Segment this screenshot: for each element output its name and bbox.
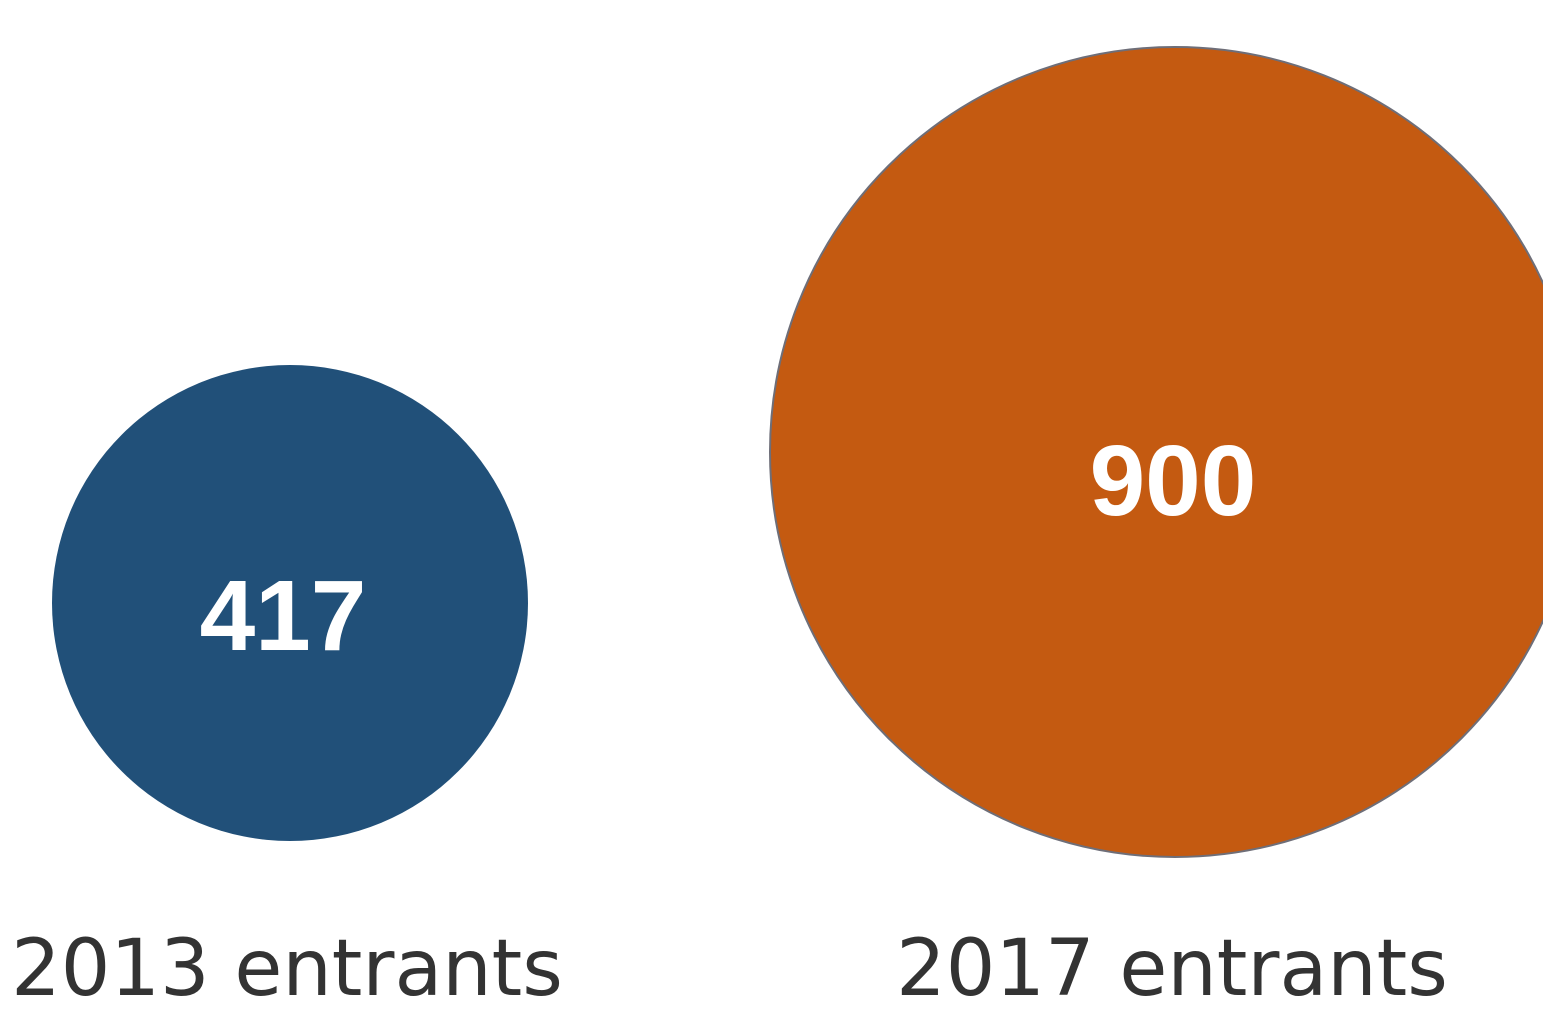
bubble-group-2017: 900 2017 entrants (769, 46, 1543, 1010)
bubble-label-2013: 2013 entrants (11, 924, 563, 1010)
bubble-2017 (769, 46, 1543, 858)
bubble-value-2013: 417 (200, 560, 367, 672)
bubble-value-2017: 900 (1090, 425, 1257, 537)
bubble-label-2017: 2017 entrants (896, 924, 1448, 1010)
bubble-2013 (52, 365, 528, 841)
bubble-group-2013: 417 2013 entrants (11, 365, 563, 1010)
